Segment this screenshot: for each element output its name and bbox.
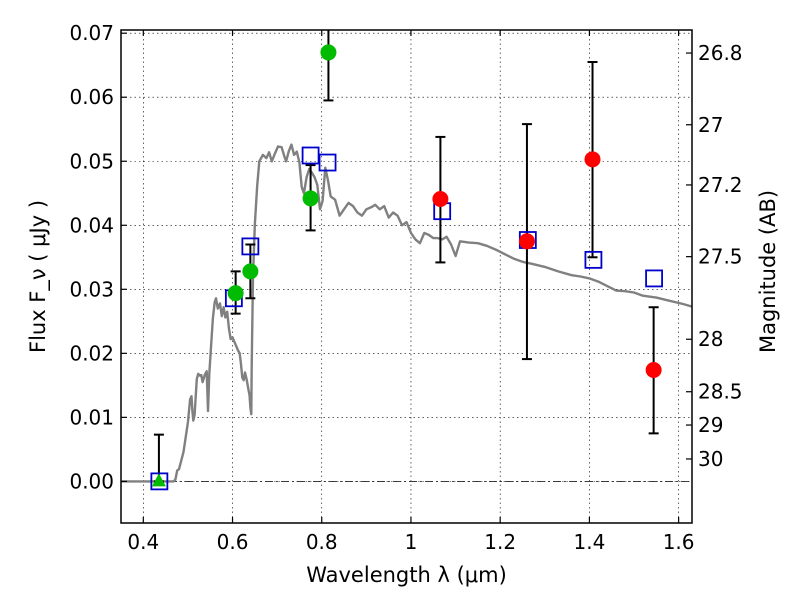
model-photometry-box (645, 269, 663, 288)
ticks (121, 30, 692, 523)
y-tick-label: 0.01 (69, 405, 114, 429)
model-photometry-box (241, 237, 260, 256)
x-tick-label: 1.6 (663, 530, 695, 554)
right-axis-title: Magnitude (AB) (756, 190, 780, 353)
y-tick-label: 0.05 (69, 149, 114, 173)
data-point (320, 44, 337, 61)
model-photometry-box (318, 153, 337, 172)
right-tick-label: 27.2 (698, 173, 743, 197)
y-axis-title: Flux F_ν ( μJy ) (26, 200, 51, 353)
grid (121, 30, 692, 523)
data-point-triangle (151, 473, 166, 487)
y-tick-label: 0.07 (69, 21, 114, 45)
model-photometry-box (584, 250, 603, 269)
x-tick-label: 1 (405, 530, 418, 554)
x-tick-label: 1.4 (573, 530, 605, 554)
right-tick-label: 26.8 (698, 41, 743, 65)
right-tick-label: 29 (698, 413, 723, 437)
observed-points (151, 44, 662, 487)
x-tick-label: 0.8 (306, 530, 338, 554)
y-tick-labels: 0.00 0.01 0.02 0.03 0.04 0.05 0.06 0.07 (69, 21, 114, 493)
x-axis-title: Wavelength λ (μm) (306, 563, 507, 587)
right-tick-label: 28 (698, 327, 723, 351)
data-point (302, 190, 319, 207)
model-spectrum-line (121, 143, 693, 483)
model-photometry-box (150, 472, 169, 491)
model-spectrum (121, 143, 693, 483)
data-point (518, 233, 535, 250)
data-point (227, 285, 244, 302)
data-point (432, 191, 449, 208)
x-tick-label: 1.2 (484, 530, 516, 554)
model-photometry-box (301, 146, 320, 165)
right-tick-labels: 26.8 27 27.2 27.5 28 28.5 29 30 (698, 41, 743, 471)
data-point (584, 151, 601, 168)
plot-frame (120, 29, 693, 524)
error-bars (153, 30, 659, 483)
right-tick-label: 27.5 (698, 245, 743, 269)
y-tick-label: 0.00 (69, 469, 114, 493)
x-tick-label: 0.6 (217, 530, 249, 554)
right-tick-label: 28.5 (698, 380, 743, 404)
x-tick-labels: 0.4 0.6 0.8 1 1.2 1.4 1.6 (127, 530, 694, 554)
y-tick-label: 0.04 (69, 213, 114, 237)
y-tick-label: 0.02 (69, 341, 114, 365)
y-tick-label: 0.06 (69, 85, 114, 109)
right-tick-label: 27 (698, 113, 723, 137)
data-point (242, 263, 259, 280)
data-point (645, 361, 662, 378)
x-tick-label: 0.4 (127, 530, 159, 554)
y-tick-label: 0.03 (69, 277, 114, 301)
right-tick-label: 30 (698, 447, 723, 471)
